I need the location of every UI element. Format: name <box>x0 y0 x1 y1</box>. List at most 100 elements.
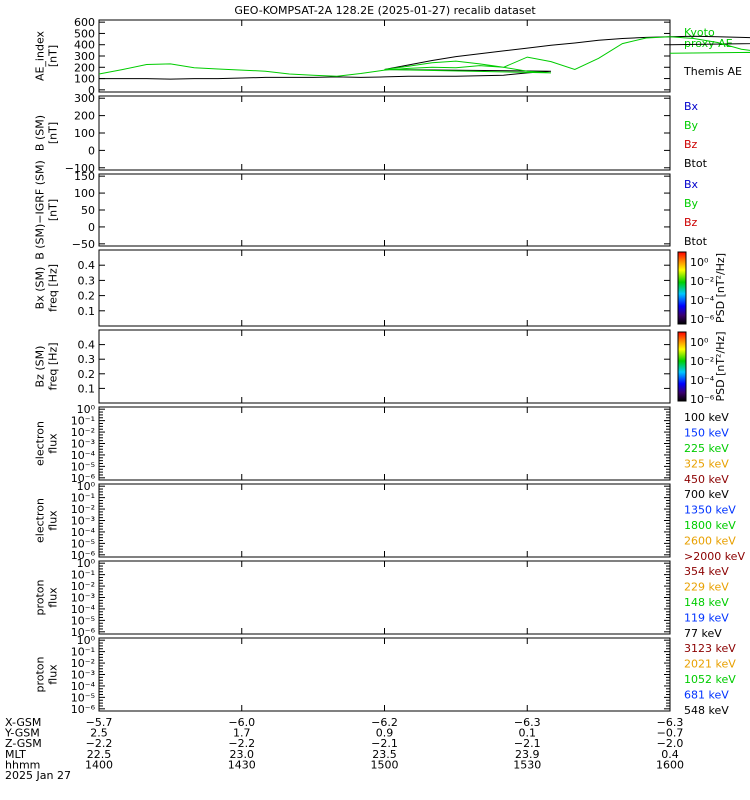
y-tick-label: 50 <box>81 204 95 217</box>
legend-entry: 2600 keV <box>684 535 736 548</box>
y-tick-label: 10⁻¹ <box>71 569 95 582</box>
colorbar <box>677 251 687 325</box>
panel-4: 0.4 0.3 0.2 0.1 Bx (SM) freq [Hz] 10⁰ 10⁻² 10⁻⁴ 1… <box>34 249 727 327</box>
y-tick-label: 0.2 <box>78 290 96 303</box>
legend-entry: 1052 keV <box>684 673 736 686</box>
legend-entry: 1800 keV <box>684 519 736 532</box>
y-tick-label: 10⁻⁶ <box>71 703 96 716</box>
y-tick-label: 200 <box>74 61 95 74</box>
colorbar-tick-label: 10⁻⁴ <box>690 374 715 387</box>
legend-entry: 77 keV <box>684 627 722 640</box>
y-axis-label: flux <box>47 664 60 685</box>
colorbar-tick-label: 10⁰ <box>690 336 709 349</box>
y-tick-label: 10⁻⁵ <box>71 460 95 473</box>
panel-frame <box>98 406 671 481</box>
panel-2: 300 200 100 0 −100 B (SM) [nT] Bx By Bz Btot <box>34 92 708 175</box>
x-axis-value: −6.3 <box>514 716 541 729</box>
panel-frame <box>98 483 671 558</box>
x-axis-value: 1500 <box>371 758 399 771</box>
y-tick-label: 0 <box>88 221 95 234</box>
x-axis-row-label: X-GSM <box>5 716 41 729</box>
legend-entry: proxy AE <box>684 37 733 50</box>
x-axis-value: 22.5 <box>87 748 112 761</box>
y-tick-label: 10⁰ <box>77 634 96 647</box>
x-axis-value: 0.9 <box>376 727 394 740</box>
panel-frame <box>98 19 671 93</box>
legend-entry: 2021 keV <box>684 658 736 671</box>
colorbar-tick-label: 10⁻⁴ <box>690 294 715 307</box>
y-tick-label: 10⁻² <box>71 426 95 439</box>
x-axis-value: 2.5 <box>90 727 108 740</box>
legend-entry: Btot <box>684 235 708 248</box>
x-axis-value: −0.7 <box>657 727 684 740</box>
y-tick-label: 300 <box>74 92 95 105</box>
x-axis-value: 23.0 <box>230 748 255 761</box>
y-tick-label: 10⁻⁴ <box>71 526 96 539</box>
x-axis-value: −6.3 <box>657 716 684 729</box>
chart-title: GEO-KOMPSAT-2A 128.2E (2025-01-27) recal… <box>234 4 536 17</box>
colorbar <box>677 331 687 402</box>
panel-frame <box>98 560 671 635</box>
y-tick-label: 600 <box>74 16 95 29</box>
legend-entry: Bz <box>684 138 698 151</box>
y-axis-label: flux <box>47 433 60 454</box>
legend-entry: 681 keV <box>684 689 729 702</box>
colorbar-tick-label: 10⁰ <box>690 256 709 269</box>
y-tick-label: 10⁻⁶ <box>71 549 96 562</box>
y-axis-label: Bz (SM) <box>34 346 47 388</box>
x-axis-value: −2.0 <box>657 737 684 750</box>
colorbar-label: PSD [nT²/Hz] <box>714 253 727 323</box>
legend-entry: 119 keV <box>684 612 729 625</box>
y-tick-label: 10⁻⁵ <box>71 691 95 704</box>
panel-frame <box>98 329 671 404</box>
colorbar-tick-label: 10⁻⁶ <box>690 393 715 406</box>
series-line-proxy-ae <box>98 36 750 77</box>
colorbar-tick-label: 10⁻² <box>690 355 714 368</box>
y-axis-label: AE_index <box>34 30 47 81</box>
y-tick-label: 10⁰ <box>77 480 96 493</box>
legend-entry: Bz <box>684 216 698 229</box>
y-axis-label: freq [Hz] <box>47 342 60 390</box>
y-tick-label: 10⁻² <box>71 580 95 593</box>
colorbar-tick-label: 10⁻⁶ <box>690 313 715 326</box>
y-axis-label: B (SM)−IGRF (SM) <box>34 160 47 260</box>
x-axis-value: 23.5 <box>372 748 397 761</box>
legend-entry: 325 keV <box>684 458 729 471</box>
y-tick-label: 10⁰ <box>77 557 96 570</box>
legend-entry: 229 keV <box>684 581 729 594</box>
legend-entry: 100 keV <box>684 411 729 424</box>
legend-entry: Bx <box>684 100 699 113</box>
x-axis-value: −2.1 <box>514 737 541 750</box>
y-axis-label: [nT] <box>47 199 60 221</box>
x-axis-value: 23.9 <box>515 748 540 761</box>
y-tick-label: 0.1 <box>78 382 96 395</box>
y-tick-label: 200 <box>74 110 95 123</box>
y-axis-label: B (SM) <box>34 115 47 151</box>
legend-entry: 3123 keV <box>684 642 736 655</box>
y-axis-label: [nT] <box>47 45 60 67</box>
x-axis-value: −6.2 <box>371 716 398 729</box>
y-tick-label: 10⁻³ <box>71 438 95 451</box>
legend-entry: 450 keV <box>684 473 729 486</box>
y-tick-label: 10⁰ <box>77 403 96 416</box>
legend-entry: 150 keV <box>684 427 729 440</box>
y-tick-label: 10⁻³ <box>71 515 95 528</box>
y-axis-label: proton <box>34 579 47 615</box>
y-axis-label: proton <box>34 656 47 692</box>
y-axis-label: flux <box>47 587 60 608</box>
y-tick-label: 10⁻¹ <box>71 415 95 428</box>
y-tick-label: 100 <box>74 73 95 86</box>
y-tick-label: 0 <box>88 84 95 97</box>
y-tick-label: 10⁻² <box>71 657 95 670</box>
panel-frame <box>98 95 671 171</box>
y-tick-label: −100 <box>65 162 95 175</box>
legend-entry: By <box>684 197 699 210</box>
x-axis-value: 1430 <box>228 758 256 771</box>
x-axis-value: 1.7 <box>233 727 251 740</box>
y-axis-label: [nT] <box>47 122 60 144</box>
legend-entry: 225 keV <box>684 442 729 455</box>
y-tick-label: 0.4 <box>78 339 96 352</box>
